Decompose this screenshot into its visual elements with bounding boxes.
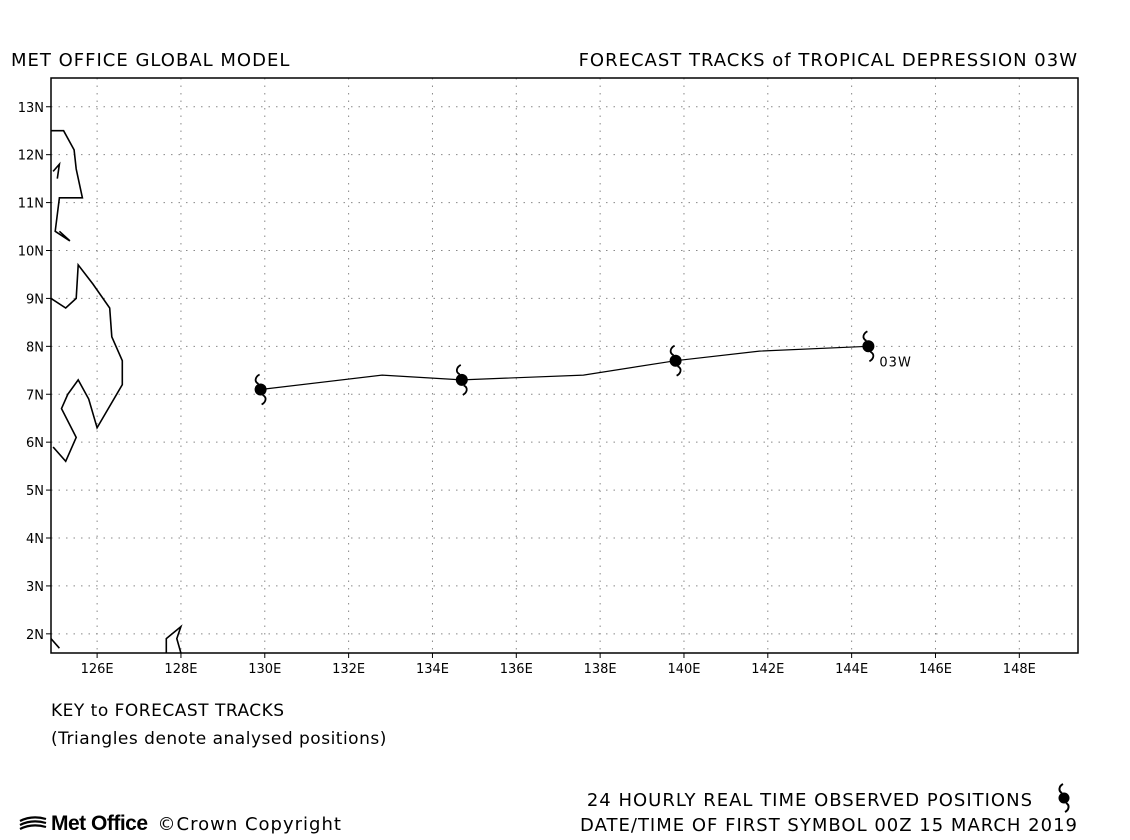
map-frame: [50, 77, 1079, 654]
met-office-logo: Met Office ©Crown Copyright: [18, 812, 342, 836]
coastline-segment: [52, 161, 61, 179]
tick-label-lon: 128E: [164, 662, 197, 677]
coastline-segment: [165, 624, 183, 653]
tick-label-lon: 142E: [751, 662, 784, 677]
storm-label: 03W: [879, 355, 911, 370]
tick-label-lat: 11N: [18, 197, 44, 212]
track-line: [260, 345, 869, 391]
coastline-segment: [51, 638, 61, 649]
tick-label-lon: 140E: [667, 662, 700, 677]
tick-label-lat: 2N: [26, 628, 44, 643]
key-note: (Triangles denote analysed positions): [51, 729, 387, 749]
tick-label-lat: 9N: [26, 292, 44, 307]
tick-label-lat: 5N: [26, 484, 44, 499]
tick-label-lat: 3N: [26, 580, 44, 595]
tick-label-lat: 6N: [26, 436, 44, 451]
coastline-segment: [51, 262, 124, 463]
tick-label-lon: 144E: [835, 662, 868, 677]
tick-label-lon: 126E: [81, 662, 114, 677]
coastline-segment: [51, 129, 84, 242]
observed-position-symbols: 03W: [254, 330, 911, 406]
tick-label-lat: 4N: [26, 532, 44, 547]
tick-label-lon: 134E: [416, 662, 449, 677]
copyright-notice: ©Crown Copyright: [157, 813, 342, 835]
tick-label-lat: 10N: [18, 245, 44, 260]
tick-label-lon: 132E: [332, 662, 365, 677]
tick-label-lat: 13N: [18, 101, 44, 116]
forecast-track-map: 03W 126E 128E 130E 132E 134E 136E 138E 140E 142E…: [18, 77, 1079, 677]
tick-label-lon: 136E: [500, 662, 533, 677]
tick-label-lat: 8N: [26, 340, 44, 355]
tick-label-lon: 146E: [919, 662, 952, 677]
tick-label-lat: 7N: [26, 388, 44, 403]
cyclone-position-symbol: [254, 373, 267, 406]
tick-label-lon: 148E: [1003, 662, 1036, 677]
header-forecast-title: FORECAST TRACKS of TROPICAL DEPRESSION 0…: [578, 50, 1078, 71]
tick-label-lat: 12N: [18, 149, 44, 164]
cyclone-symbol-icon: [1058, 783, 1070, 813]
tick-label-lon: 130E: [248, 662, 281, 677]
cyclone-position-symbol: [455, 364, 468, 396]
axis-ticks: 126E 128E 130E 132E 134E 136E 138E 140E 142E 144E…: [18, 101, 1036, 677]
met-office-wordmark: Met Office: [51, 812, 148, 835]
forecast-track: [260, 345, 869, 391]
met-office-swoosh-icon: [19, 816, 47, 830]
tick-label-lon: 138E: [584, 662, 617, 677]
observed-positions-legend: 24 HOURLY REAL TIME OBSERVED POSITIONS: [586, 790, 1033, 811]
map-grid: [51, 78, 1078, 653]
first-symbol-datetime: DATE/TIME OF FIRST SYMBOL 00Z 15 MARCH 2…: [580, 815, 1078, 836]
coastlines: [51, 129, 183, 653]
cyclone-position-symbol: [669, 344, 682, 377]
key-title: KEY to FORECAST TRACKS: [51, 701, 285, 721]
cyclone-position-symbol: [862, 330, 875, 363]
header-model-name: MET OFFICE GLOBAL MODEL: [11, 50, 291, 71]
